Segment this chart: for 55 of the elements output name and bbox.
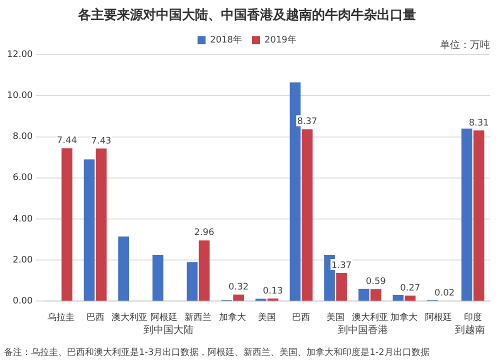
- bar: [152, 254, 164, 301]
- data-label: 0.59: [366, 276, 386, 287]
- bar: [461, 128, 472, 301]
- data-label: 0.02: [434, 288, 455, 299]
- data-label: 1.37: [332, 260, 352, 271]
- x-tick-label: 阿根廷: [425, 312, 452, 323]
- bar: [198, 240, 210, 301]
- bar: [392, 295, 404, 301]
- y-tick-label: 10.00: [7, 91, 34, 102]
- text: 单位：万吨: [440, 39, 490, 52]
- bar: [233, 294, 244, 301]
- x-tick-label: 澳大利亚: [112, 312, 148, 323]
- x-tick-label: 巴西: [86, 312, 104, 323]
- bar: [358, 288, 370, 301]
- data-label: 8.37: [297, 117, 318, 128]
- bar: [336, 273, 347, 301]
- data-label: 0.27: [400, 283, 420, 294]
- data-label: 7.43: [91, 136, 112, 146]
- x-tick-label: 加拿大: [219, 312, 246, 323]
- text: 到越南: [454, 324, 485, 336]
- bar: [404, 296, 416, 301]
- x-tick-label: 巴西: [292, 312, 310, 323]
- data-label: 0.32: [228, 282, 249, 292]
- data-label: 7.44: [56, 136, 78, 146]
- bar: [118, 236, 129, 301]
- bar: [302, 129, 313, 301]
- text: 到中国香港: [338, 324, 388, 336]
- x-tick-label: 新西兰: [184, 312, 212, 323]
- y-tick-label: 12.00: [7, 50, 34, 60]
- x-tick-label: 印度: [464, 312, 482, 323]
- bar: [370, 289, 382, 301]
- x-tick-label: 阿根廷: [150, 312, 178, 323]
- y-tick-label: 6.00: [12, 173, 34, 184]
- text: 到中国大陆: [144, 324, 194, 336]
- data-label: 0.13: [262, 286, 283, 296]
- y-tick-label: 2.00: [12, 255, 34, 266]
- bar: [84, 159, 95, 301]
- text: 备注：乌拉圭、巴西和澳大利亚是1-3月出口数据，阿根廷、新西兰、美国、加拿大和印度是1-2月出口数据: [4, 346, 430, 358]
- bar: [96, 148, 107, 301]
- y-tick-label: 0.00: [12, 296, 34, 307]
- bar: [186, 262, 198, 301]
- x-tick-label: 乌拉圭: [47, 312, 74, 323]
- legend-label: 2018年: [210, 34, 242, 46]
- x-tick-label: 美国: [258, 312, 276, 323]
- x-tick-label: 澳大利亚: [352, 312, 388, 323]
- x-tick-label: 加拿大: [390, 312, 418, 323]
- legend-label: 2019年: [264, 34, 296, 46]
- bar: [62, 148, 72, 301]
- data-label: 2.96: [194, 228, 215, 238]
- y-tick-label: 4.00: [12, 214, 34, 224]
- chart-title: 各主要来源对中国大陆、中国香港及越南的牛肉牛杂出口量: [77, 7, 416, 24]
- data-label: 8.31: [468, 118, 489, 128]
- x-tick-label: 美国: [326, 312, 345, 323]
- y-tick-label: 8.00: [12, 132, 34, 142]
- bar: [473, 130, 484, 301]
